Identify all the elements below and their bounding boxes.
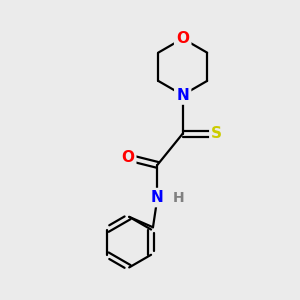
Text: O: O bbox=[176, 31, 189, 46]
Text: S: S bbox=[212, 126, 222, 141]
Text: H: H bbox=[172, 190, 184, 205]
Text: N: N bbox=[151, 190, 164, 205]
Text: N: N bbox=[176, 88, 189, 103]
Text: O: O bbox=[121, 150, 134, 165]
